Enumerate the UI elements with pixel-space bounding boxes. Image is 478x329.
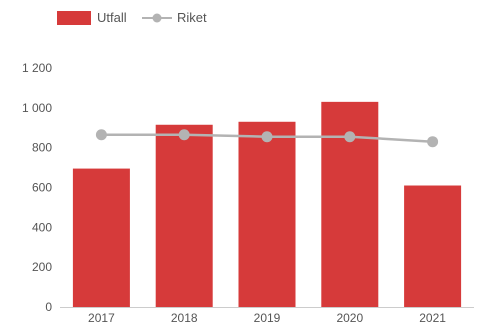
y-tick-label: 200 (32, 260, 52, 274)
line-point-2020 (344, 131, 356, 143)
line-point-2018 (178, 129, 190, 141)
line-series-riket (95, 129, 439, 148)
legend-label-riket: Riket (177, 10, 207, 25)
x-axis: 2017 2018 2019 2020 2021 (60, 307, 474, 325)
y-axis: 0 200 400 600 800 1 000 1 200 (22, 61, 52, 314)
bar-2021 (404, 185, 462, 307)
line-point-2021 (427, 136, 439, 148)
legend: Utfall Riket (57, 10, 207, 25)
bar-2018 (155, 124, 213, 307)
legend-marker-riket (152, 13, 162, 23)
line-point-2017 (95, 129, 107, 141)
legend-label-utfall: Utfall (97, 10, 127, 25)
y-tick-label: 600 (32, 181, 52, 195)
y-tick-label: 400 (32, 220, 52, 234)
bar-2017 (72, 168, 130, 307)
x-tick-label: 2019 (254, 311, 281, 324)
legend-swatch-utfall (57, 11, 91, 25)
x-tick-label: 2020 (336, 311, 363, 324)
line-point-2019 (261, 131, 273, 143)
y-tick-label: 800 (32, 141, 52, 155)
x-tick-label: 2021 (419, 311, 446, 324)
x-tick-label: 2017 (88, 311, 115, 324)
y-tick-label: 1 200 (22, 61, 52, 75)
y-tick-label: 1 000 (22, 101, 52, 115)
y-tick-label: 0 (45, 300, 52, 314)
bar-2019 (238, 121, 296, 308)
x-tick-label: 2018 (171, 311, 198, 324)
